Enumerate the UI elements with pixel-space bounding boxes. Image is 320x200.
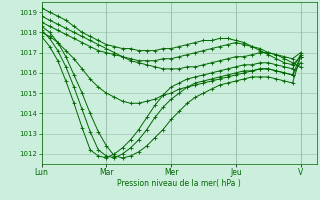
X-axis label: Pression niveau de la mer( hPa ): Pression niveau de la mer( hPa ) bbox=[117, 179, 241, 188]
